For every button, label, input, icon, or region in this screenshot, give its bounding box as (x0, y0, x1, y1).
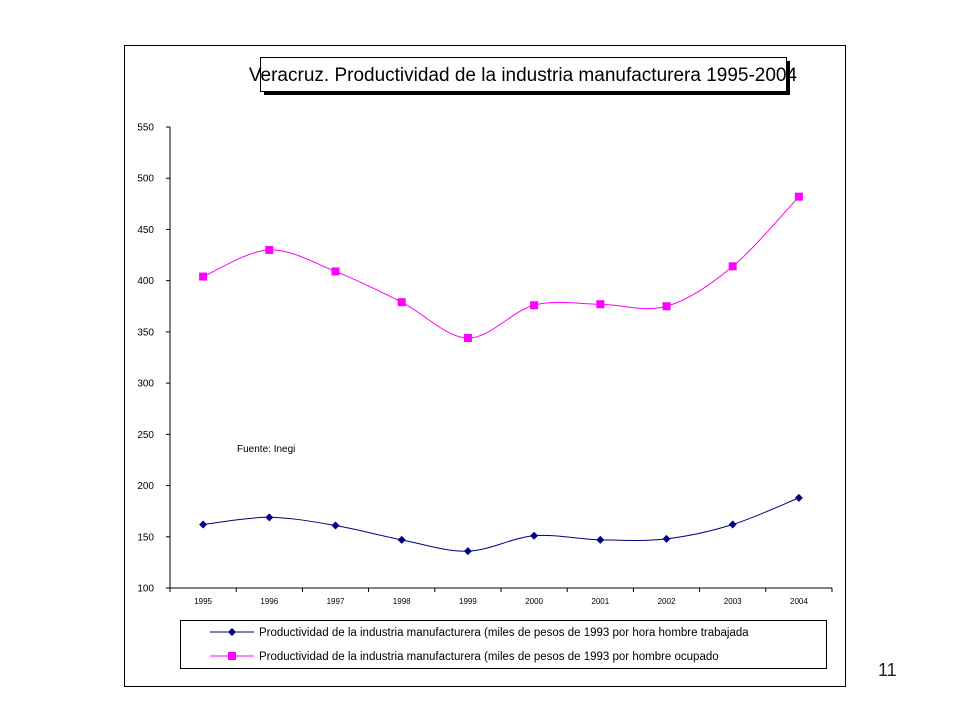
y-tick-label: 450 (137, 225, 154, 236)
y-tick-label: 400 (137, 276, 154, 287)
data-point (662, 302, 671, 311)
legend: Productividad de la industria manufactur… (180, 620, 827, 669)
y-tick-label: 150 (137, 532, 154, 543)
y-tick-label: 300 (137, 379, 154, 390)
plot-area (199, 192, 803, 556)
data-point (265, 513, 274, 522)
source-note: Fuente: Inegi (237, 444, 295, 455)
y-tick-label: 200 (137, 481, 154, 492)
legend-box (180, 620, 827, 669)
page-number: 11 (878, 660, 897, 680)
x-tick-label: 2001 (591, 597, 609, 606)
title-box (260, 57, 787, 92)
y-tick-label: 500 (137, 174, 154, 185)
series-1 (199, 493, 803, 556)
data-point (662, 534, 671, 543)
legend-label-series-2: Productividad de la industria manufactur… (259, 651, 719, 663)
data-point (331, 521, 340, 530)
data-point (397, 298, 406, 307)
data-point (463, 334, 472, 343)
data-point (265, 245, 274, 254)
y-tick-label: 250 (137, 430, 154, 441)
x-tick-label: 1996 (260, 597, 278, 606)
y-tick-label: 100 (137, 584, 154, 595)
legend-marker-series-1 (228, 628, 236, 636)
data-point (596, 300, 605, 309)
x-tick-label: 1995 (194, 597, 212, 606)
x-tick-label: 2000 (525, 597, 543, 606)
x-tick-label: 2002 (658, 597, 676, 606)
x-tick-label: 1999 (459, 597, 477, 606)
data-point (397, 535, 406, 544)
data-point (463, 547, 472, 556)
x-tick-label: 2003 (724, 597, 742, 606)
x-tick-label: 2004 (790, 597, 808, 606)
chart-frame (124, 45, 846, 687)
x-axis: 1995 1996 1997 1998 1999 2000 2001 2002 2003 2004 (169, 588, 833, 606)
data-point (728, 262, 737, 271)
data-point (199, 520, 208, 529)
series-2-line (202, 196, 800, 339)
y-tick-label: 350 (137, 327, 154, 338)
x-tick-label: 1998 (393, 597, 411, 606)
data-point (596, 535, 605, 544)
data-point (794, 192, 803, 201)
legend-label-series-1: Productividad de la industria manufactur… (259, 627, 749, 639)
data-point (199, 272, 208, 281)
data-point (530, 301, 539, 310)
data-point (794, 493, 803, 502)
series-2 (199, 192, 803, 343)
data-point (331, 267, 340, 276)
chart-title: Veracruz. Productividad de la industria … (249, 65, 798, 86)
series-1-line (203, 497, 800, 552)
y-tick-label: 550 (137, 123, 154, 134)
data-point (530, 531, 539, 540)
legend-marker-series-2 (228, 652, 236, 660)
y-axis: 100 150 200 250 300 350 400 450 500 550 (137, 123, 170, 595)
data-point (728, 520, 737, 529)
x-tick-label: 1997 (327, 597, 345, 606)
